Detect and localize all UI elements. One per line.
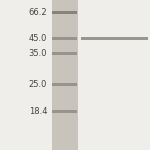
Text: 35.0: 35.0 [29, 49, 47, 58]
Bar [52, 37, 77, 40]
Bar [52, 11, 77, 14]
Text: 25.0: 25.0 [29, 80, 47, 89]
Bar [81, 37, 148, 40]
Bar [0, 0, 50, 150]
Text: 66.2: 66.2 [29, 8, 47, 17]
Bar [52, 52, 77, 55]
Bar [52, 110, 77, 113]
Text: 45.0: 45.0 [29, 34, 47, 43]
Bar [52, 0, 78, 150]
Bar [52, 83, 77, 86]
Text: 18.4: 18.4 [29, 107, 47, 116]
